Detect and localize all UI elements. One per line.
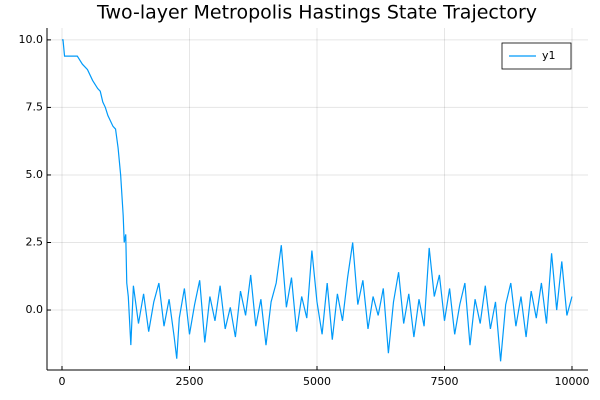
y-tick-label: 10.0 xyxy=(19,33,44,46)
y-tick-label: 0.0 xyxy=(26,303,44,316)
x-tick-label: 0 xyxy=(58,375,65,388)
x-tick-label: 2500 xyxy=(175,375,203,388)
x-tick-label: 10000 xyxy=(554,375,589,388)
data-line xyxy=(61,39,573,362)
chart-title: Two-layer Metropolis Hastings State Traj… xyxy=(96,2,537,24)
x-tick-label: 7500 xyxy=(430,375,458,388)
y-tick-label: 2.5 xyxy=(26,235,44,248)
y-tick-label: 5.0 xyxy=(26,168,44,181)
x-tick-label: 5000 xyxy=(303,375,331,388)
y-tick-label: 7.5 xyxy=(26,100,44,113)
legend-label: y1 xyxy=(542,49,556,62)
